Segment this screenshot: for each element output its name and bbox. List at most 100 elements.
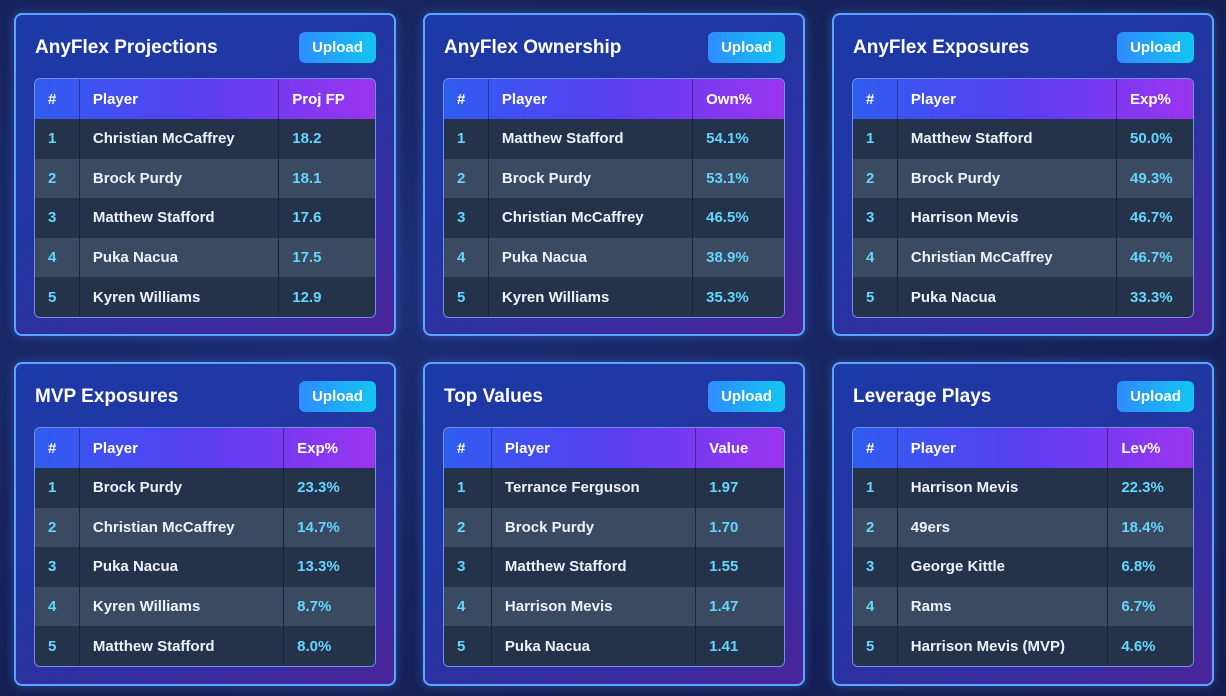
table-header-row: # Player Lev% [853, 428, 1193, 468]
data-table: # Player Proj FP 1 Christian McCaffrey 18.2 2 B… [34, 78, 376, 318]
player-cell: 49ers [898, 507, 1109, 548]
upload-button[interactable]: Upload [299, 381, 376, 412]
table-row: 3 Harrison Mevis 46.7% [853, 198, 1193, 238]
table-row: 1 Christian McCaffrey 18.2 [35, 119, 375, 159]
table-row: 1 Terrance Ferguson 1.97 [444, 468, 784, 508]
table-row: 4 Kyren Williams 8.7% [35, 586, 375, 627]
player-cell: Kyren Williams [80, 586, 285, 627]
table-row: 1 Matthew Stafford 54.1% [444, 119, 784, 159]
rank-cell: 1 [853, 468, 898, 508]
table-header-row: # Player Value [444, 428, 784, 468]
table-row: 4 Puka Nacua 17.5 [35, 237, 375, 278]
card-title: Top Values [444, 385, 543, 407]
player-cell: Puka Nacua [489, 237, 694, 278]
table-row: 3 Matthew Stafford 1.55 [444, 547, 784, 587]
column-header-rank: # [853, 428, 898, 468]
value-cell: 18.2 [292, 130, 322, 148]
column-header-player: Player [80, 428, 285, 468]
player-cell: Christian McCaffrey [898, 237, 1118, 278]
player-cell: Harrison Mevis (MVP) [898, 626, 1109, 666]
upload-button[interactable]: Upload [299, 32, 376, 63]
rank-cell: 4 [35, 237, 80, 278]
data-table: # Player Lev% 1 Harrison Mevis 22.3% 2 49ers 18.… [852, 427, 1194, 667]
rank-cell: 1 [444, 119, 489, 159]
card-title: AnyFlex Projections [35, 36, 218, 58]
rank-cell: 4 [853, 586, 898, 627]
rank-cell: 3 [444, 198, 489, 238]
table-row: 1 Matthew Stafford 50.0% [853, 119, 1193, 159]
player-cell: Brock Purdy [898, 158, 1118, 199]
upload-button[interactable]: Upload [1117, 32, 1194, 63]
player-cell: Puka Nacua [898, 277, 1118, 317]
rank-cell: 5 [853, 626, 898, 666]
table-row: 2 Brock Purdy 49.3% [853, 158, 1193, 199]
rank-cell: 5 [35, 277, 80, 317]
rank-cell: 3 [853, 547, 898, 587]
player-cell: Puka Nacua [80, 237, 280, 278]
player-cell: Matthew Stafford [898, 119, 1118, 159]
rank-cell: 4 [444, 586, 492, 627]
rank-cell: 5 [35, 626, 80, 666]
column-header-value: Exp% [297, 439, 338, 457]
table-row: 1 Brock Purdy 23.3% [35, 468, 375, 508]
card: Leverage Plays Upload # Player Lev% 1 Harrison… [832, 362, 1214, 686]
rank-cell: 1 [444, 468, 492, 508]
rank-cell: 4 [35, 586, 80, 627]
table-row: 5 Puka Nacua 1.41 [444, 626, 784, 666]
table-header-row: # Player Exp% [35, 428, 375, 468]
table-row: 4 Puka Nacua 38.9% [444, 237, 784, 278]
rank-cell: 2 [444, 158, 489, 199]
column-header-player: Player [489, 79, 694, 119]
card-header: MVP Exposures Upload [34, 364, 376, 427]
table-row: 2 Brock Purdy 1.70 [444, 507, 784, 548]
column-header-value: Exp% [1130, 90, 1171, 108]
upload-button[interactable]: Upload [708, 381, 785, 412]
value-cell: 1.70 [709, 518, 739, 536]
rank-cell: 3 [35, 198, 80, 238]
upload-button[interactable]: Upload [1117, 381, 1194, 412]
value-cell: 46.5% [706, 209, 749, 227]
card-title: AnyFlex Exposures [853, 36, 1030, 58]
value-cell: 1.47 [709, 598, 739, 616]
value-cell: 14.7% [297, 518, 340, 536]
value-cell: 35.3% [706, 288, 749, 306]
card: AnyFlex Ownership Upload # Player Own% 1 Matth… [423, 13, 805, 336]
rank-cell: 5 [853, 277, 898, 317]
column-header-rank: # [444, 428, 492, 468]
table-row: 5 Kyren Williams 12.9 [35, 277, 375, 317]
card-title: AnyFlex Ownership [444, 36, 622, 58]
table-row: 5 Matthew Stafford 8.0% [35, 626, 375, 666]
card-header: AnyFlex Projections Upload [34, 15, 376, 78]
player-cell: Matthew Stafford [489, 119, 694, 159]
table-row: 2 Christian McCaffrey 14.7% [35, 507, 375, 548]
table-row: 2 49ers 18.4% [853, 507, 1193, 548]
player-cell: Matthew Stafford [492, 547, 697, 587]
rank-cell: 2 [35, 158, 80, 199]
player-cell: Christian McCaffrey [489, 198, 694, 238]
value-cell: 54.1% [706, 130, 749, 148]
rank-cell: 2 [444, 507, 492, 548]
card: AnyFlex Projections Upload # Player Proj FP 1… [14, 13, 396, 336]
table-row: 4 Christian McCaffrey 46.7% [853, 237, 1193, 278]
table-row: 5 Kyren Williams 35.3% [444, 277, 784, 317]
column-header-value: Proj FP [292, 90, 345, 108]
value-cell: 18.1 [292, 169, 322, 187]
card: AnyFlex Exposures Upload # Player Exp% 1 Matth… [832, 13, 1214, 336]
table-row: 5 Puka Nacua 33.3% [853, 277, 1193, 317]
value-cell: 6.7% [1121, 598, 1156, 616]
player-cell: George Kittle [898, 547, 1109, 587]
card-header: AnyFlex Ownership Upload [443, 15, 785, 78]
rank-cell: 3 [35, 547, 80, 587]
player-cell: Harrison Mevis [898, 468, 1109, 508]
upload-button[interactable]: Upload [708, 32, 785, 63]
value-cell: 17.6 [292, 209, 322, 227]
rank-cell: 1 [35, 468, 80, 508]
table-row: 4 Harrison Mevis 1.47 [444, 586, 784, 627]
data-table: # Player Exp% 1 Matthew Stafford 50.0% 2 Brock … [852, 78, 1194, 318]
player-cell: Rams [898, 586, 1109, 627]
value-cell: 1.55 [709, 558, 739, 576]
rank-cell: 5 [444, 626, 492, 666]
table-header-row: # Player Proj FP [35, 79, 375, 119]
table-row: 3 George Kittle 6.8% [853, 547, 1193, 587]
value-cell: 1.41 [709, 637, 739, 655]
